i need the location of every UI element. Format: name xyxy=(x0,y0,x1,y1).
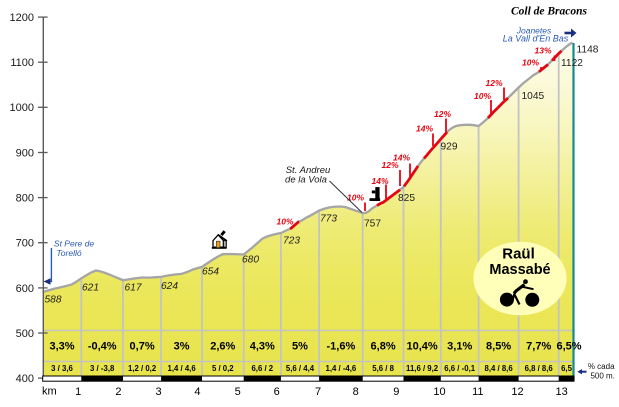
svg-text:0,7%: 0,7% xyxy=(130,341,155,353)
svg-text:14%: 14% xyxy=(416,124,433,134)
svg-text:929: 929 xyxy=(441,142,458,153)
svg-text:-0,4%: -0,4% xyxy=(88,341,117,353)
svg-text:5,6 / 8: 5,6 / 8 xyxy=(372,364,394,373)
svg-text:5: 5 xyxy=(235,386,241,398)
svg-text:617: 617 xyxy=(125,283,142,294)
svg-text:11,6 / 9,2: 11,6 / 9,2 xyxy=(406,364,439,373)
svg-text:12%: 12% xyxy=(434,109,451,119)
svg-text:1,4 / 4,6: 1,4 / 4,6 xyxy=(168,364,197,373)
svg-text:3,1%: 3,1% xyxy=(447,341,472,353)
svg-text:588: 588 xyxy=(45,295,62,306)
svg-text:624: 624 xyxy=(161,281,178,292)
svg-text:12%: 12% xyxy=(486,78,503,88)
svg-text:10: 10 xyxy=(433,386,445,398)
svg-text:900: 900 xyxy=(16,147,34,159)
svg-text:Joanetes: Joanetes xyxy=(516,26,552,36)
svg-text:680: 680 xyxy=(242,255,259,266)
svg-text:1100: 1100 xyxy=(10,57,34,69)
svg-text:500 m.: 500 m. xyxy=(590,372,614,381)
svg-text:9: 9 xyxy=(393,386,399,398)
svg-text:3,3%: 3,3% xyxy=(49,341,74,353)
svg-text:3: 3 xyxy=(155,386,161,398)
svg-text:654: 654 xyxy=(202,267,219,278)
svg-text:10%: 10% xyxy=(474,91,491,101)
svg-text:6,5: 6,5 xyxy=(561,364,573,373)
svg-text:12: 12 xyxy=(511,386,523,398)
svg-text:14%: 14% xyxy=(393,153,410,163)
svg-text:600: 600 xyxy=(16,283,34,295)
svg-text:6: 6 xyxy=(274,386,280,398)
svg-text:723: 723 xyxy=(283,236,300,247)
svg-text:11: 11 xyxy=(472,386,483,398)
svg-text:757: 757 xyxy=(364,219,381,230)
svg-text:de la Vola: de la Vola xyxy=(285,175,327,186)
svg-text:700: 700 xyxy=(16,238,34,250)
svg-text:10%: 10% xyxy=(347,193,364,203)
svg-text:5 / 0,2: 5 / 0,2 xyxy=(212,364,234,373)
svg-text:1,2 / 0,2: 1,2 / 0,2 xyxy=(128,364,157,373)
svg-text:1045: 1045 xyxy=(522,91,545,102)
svg-text:6,8%: 6,8% xyxy=(371,341,396,353)
svg-text:1148: 1148 xyxy=(577,45,599,56)
svg-text:1122: 1122 xyxy=(561,58,583,69)
svg-text:400: 400 xyxy=(16,373,34,385)
svg-text:St. Andreu: St. Andreu xyxy=(286,165,331,176)
svg-text:6,6 / 2: 6,6 / 2 xyxy=(251,364,273,373)
svg-text:1,4 / -4,6: 1,4 / -4,6 xyxy=(326,364,357,373)
svg-text:800: 800 xyxy=(16,193,34,205)
svg-text:7: 7 xyxy=(315,386,321,398)
svg-text:2,6%: 2,6% xyxy=(210,341,235,353)
svg-text:Massabé: Massabé xyxy=(489,262,550,278)
svg-text:4: 4 xyxy=(194,386,200,398)
svg-text:2: 2 xyxy=(115,386,121,398)
svg-text:1200: 1200 xyxy=(10,12,34,24)
svg-text:8,4 / 8,6: 8,4 / 8,6 xyxy=(485,364,514,373)
svg-text:% cada: % cada xyxy=(588,362,615,371)
svg-text:6,8 / 8,6: 6,8 / 8,6 xyxy=(525,364,554,373)
svg-text:8,5%: 8,5% xyxy=(486,341,511,353)
svg-text:13%: 13% xyxy=(535,46,552,56)
svg-text:621: 621 xyxy=(82,283,99,294)
svg-text:7,7%: 7,7% xyxy=(526,341,551,353)
svg-text:km: km xyxy=(42,386,57,398)
svg-text:10%: 10% xyxy=(522,58,539,68)
svg-text:5%: 5% xyxy=(292,341,308,353)
svg-text:5,6 / 4,4: 5,6 / 4,4 xyxy=(286,364,315,373)
svg-text:1000: 1000 xyxy=(10,102,34,114)
svg-text:La Vall d'En Bas: La Vall d'En Bas xyxy=(503,34,569,44)
svg-text:6,5%: 6,5% xyxy=(556,341,581,353)
svg-text:773: 773 xyxy=(320,214,337,225)
svg-text:3 / -3,8: 3 / -3,8 xyxy=(90,364,115,373)
svg-text:10,4%: 10,4% xyxy=(406,341,437,353)
svg-text:14%: 14% xyxy=(372,176,389,186)
svg-text:Raül: Raül xyxy=(502,246,535,263)
svg-text:3%: 3% xyxy=(174,341,190,353)
svg-text:12%: 12% xyxy=(382,160,399,170)
svg-text:Torelló: Torelló xyxy=(56,248,81,258)
svg-text:St Pere de: St Pere de xyxy=(54,239,94,249)
svg-text:825: 825 xyxy=(398,193,415,204)
svg-text:3 / 3,6: 3 / 3,6 xyxy=(51,364,73,373)
svg-text:500: 500 xyxy=(16,328,34,340)
svg-text:13: 13 xyxy=(555,386,567,398)
svg-text:4,3%: 4,3% xyxy=(250,341,275,353)
svg-text:8: 8 xyxy=(353,386,359,398)
svg-text:10%: 10% xyxy=(277,217,294,227)
svg-text:-1,6%: -1,6% xyxy=(327,341,356,353)
svg-text:6,6 / -0,1: 6,6 / -0,1 xyxy=(444,364,475,373)
svg-text:1: 1 xyxy=(75,386,81,398)
svg-text:Coll de Bracons: Coll de Bracons xyxy=(511,6,588,18)
